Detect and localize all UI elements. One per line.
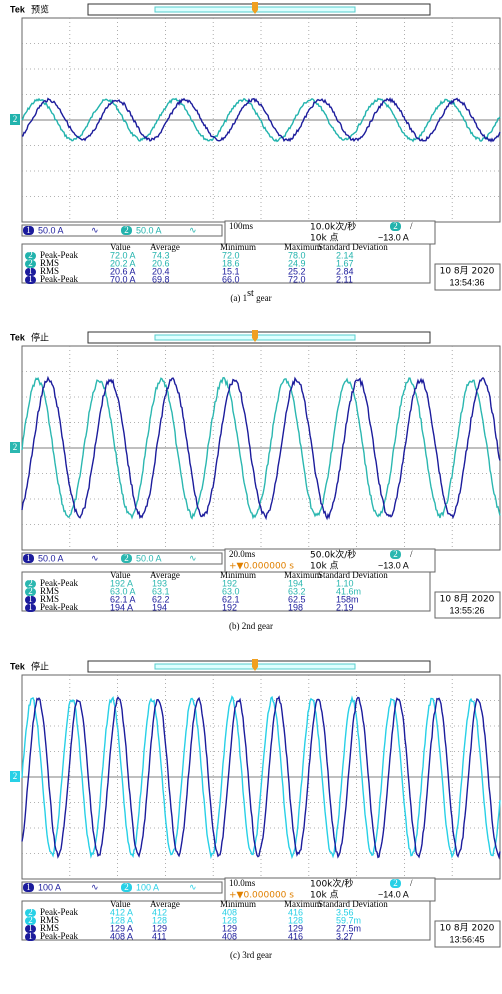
channel-badge-label: 1 — [26, 882, 31, 892]
date: 10 8月 2020 — [440, 923, 495, 934]
trigger-level: −13.0 A — [378, 232, 409, 242]
row-value: 408 A — [110, 931, 133, 941]
row-channel: 1 — [28, 274, 33, 284]
channel-scale: 100 A — [38, 882, 61, 892]
channel-badge-label: 1 — [26, 225, 31, 235]
caption: (a) 1st gear — [230, 288, 271, 303]
date: 10 8月 2020 — [440, 594, 495, 605]
row-value: 194 — [152, 602, 167, 612]
time: 13:54:36 — [449, 277, 484, 287]
trigger-level: −14.0 A — [378, 889, 409, 899]
coupling: ∿ — [189, 553, 197, 563]
channel-scale: 50.0 A — [136, 225, 162, 235]
status: 停止 — [31, 661, 49, 673]
caption: (c) 3rd gear — [230, 950, 272, 960]
row-name: Peak-Peak — [40, 274, 78, 284]
caption-part: (c) 3rd gear — [230, 950, 272, 960]
ground-label: 2 — [13, 442, 18, 452]
coupling: ∿ — [91, 225, 99, 235]
scope-panel: Tek预览2150.0 A∿250.0 A∿100ms10.0k次/秒10k 点… — [10, 2, 500, 303]
row-value: 194 A — [110, 602, 133, 612]
time: 13:56:45 — [449, 934, 484, 944]
brand: Tek — [10, 332, 26, 342]
channel-scale: 50.0 A — [136, 553, 162, 563]
caption-part: (a) 1 — [230, 293, 247, 303]
channel-scale: 100 A — [136, 882, 159, 892]
row-name: Peak-Peak — [40, 931, 78, 941]
channel-scale: 50.0 A — [38, 553, 64, 563]
caption: (b) 2nd gear — [229, 621, 273, 631]
row-value: 69.8 — [152, 274, 170, 284]
channel-scale: 50.0 A — [38, 225, 64, 235]
coupling: ∿ — [91, 553, 99, 563]
figure: Tek预览2150.0 A∿250.0 A∿100ms10.0k次/秒10k 点… — [0, 0, 502, 994]
timebase: 20.0ms — [229, 549, 256, 559]
row-value: 66.0 — [222, 274, 240, 284]
coupling: ∿ — [91, 882, 99, 892]
row-value: 2.19 — [336, 602, 354, 612]
row-value: 2.11 — [336, 274, 353, 284]
brand: Tek — [10, 661, 26, 671]
sample-rate: 50.0k次/秒 — [310, 549, 356, 561]
ground-label: 2 — [13, 114, 18, 124]
row-value: 72.0 — [288, 274, 306, 284]
brand: Tek — [10, 4, 26, 14]
sample-rate: 10.0k次/秒 — [310, 221, 356, 233]
row-channel: 1 — [28, 931, 33, 941]
coupling: ∿ — [189, 882, 197, 892]
row-value: 192 — [222, 602, 237, 612]
row-value: 3.27 — [336, 931, 354, 941]
status: 停止 — [31, 332, 49, 344]
row-value: 411 — [152, 931, 166, 941]
caption-part: gear — [254, 293, 272, 303]
trigger-channel: 2 — [393, 549, 398, 559]
timebase: 10.0ms — [229, 878, 256, 888]
row-value: 408 — [222, 931, 237, 941]
sample-rate: 100k次/秒 — [310, 878, 353, 890]
status: 预览 — [31, 4, 49, 16]
time: 13:55:26 — [449, 605, 484, 615]
row-channel: 1 — [28, 602, 33, 612]
trigger-level: −13.0 A — [378, 560, 409, 570]
date: 10 8月 2020 — [440, 266, 495, 277]
channel-badge-label: 2 — [124, 882, 129, 892]
channel-badge-label: 2 — [124, 553, 129, 563]
ground-label: 2 — [13, 771, 18, 781]
channel-badge-label: 2 — [124, 225, 129, 235]
row-value: 70.0 A — [110, 274, 136, 284]
row-value: 198 — [288, 602, 303, 612]
trigger-channel: 2 — [393, 878, 398, 888]
trigger-channel: 2 — [393, 221, 398, 231]
row-name: Peak-Peak — [40, 602, 78, 612]
channel-badge-label: 1 — [26, 553, 31, 563]
caption-part: (b) 2nd gear — [229, 621, 273, 631]
row-value: 416 — [288, 931, 303, 941]
timebase: 100ms — [229, 221, 254, 231]
coupling: ∿ — [189, 225, 197, 235]
